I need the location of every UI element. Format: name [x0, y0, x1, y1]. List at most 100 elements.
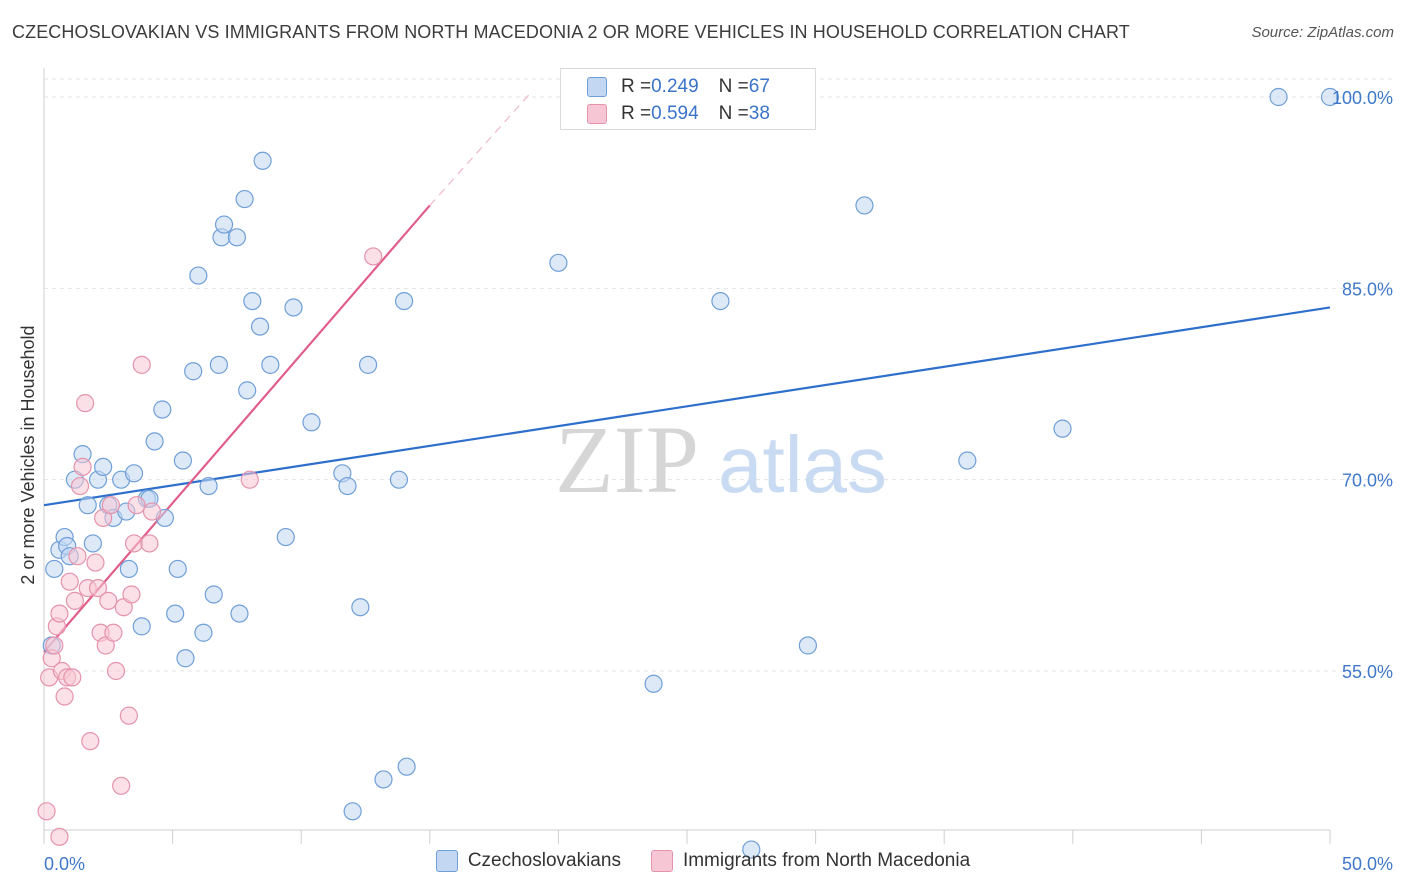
north-macedonia-point [88, 578, 108, 598]
czechoslovakian-point [338, 476, 357, 496]
axes [43, 68, 1331, 844]
czechoslovakian-point [189, 266, 208, 285]
north-macedonia-point [60, 572, 79, 591]
north-macedonia-point [364, 247, 383, 266]
x-tick-label: 50.0% [1342, 854, 1393, 874]
trend-lines [43, 90, 1331, 653]
north-macedonia-point [55, 687, 74, 706]
czechoslovakian-point [284, 298, 303, 317]
legend-n-label: N = [718, 103, 749, 124]
north-macedonia-point [101, 496, 120, 515]
series-legend: Czechoslovakians Immigrants from North M… [0, 850, 1406, 872]
y-tick-label: 55.0% [1342, 662, 1393, 682]
czechoslovakian-point [958, 451, 977, 470]
legend-swatch-pink [587, 104, 607, 124]
north-macedonia-point [45, 636, 64, 655]
czechoslovakian-point [1053, 419, 1072, 438]
czechoslovakian-point [394, 291, 414, 311]
czechoslovakian-point [1269, 87, 1288, 107]
czechoslovakian-point [358, 355, 378, 374]
czechoslovakian-point [230, 604, 249, 623]
czechoslovakian-point [145, 432, 164, 451]
source-label: Source: ZipAtlas.com [1251, 24, 1394, 41]
czechoslovakian-point [351, 598, 370, 617]
czechoslovakian-point [711, 291, 730, 311]
czechoslovakian-point [199, 476, 218, 496]
north-macedonia-point [99, 591, 118, 610]
czechoslovakian-point [124, 464, 144, 483]
czechoslovakian-point [343, 802, 362, 821]
chart-title: CZECHOSLOVAKIAN VS IMMIGRANTS FROM NORTH… [12, 22, 1130, 42]
watermark-atlas: atlas [718, 420, 887, 509]
north-macedonia-point [37, 802, 56, 821]
y-tick-label: 70.0% [1342, 471, 1393, 491]
north-macedonia-point [132, 355, 151, 374]
czechoslovakian-point [78, 496, 97, 515]
czechoslovakian-point [153, 400, 172, 419]
north-macedonia-point [122, 585, 141, 604]
czechoslovakian-point [166, 604, 185, 623]
czechoslovakian-point [209, 355, 228, 374]
north-macedonia-point [86, 553, 105, 572]
czechoslovakian-point [250, 317, 270, 336]
north-macedonia-point [112, 776, 131, 795]
czechoslovakian-point [173, 451, 192, 470]
czechoslovakian-point [176, 649, 195, 668]
north-macedonia-trend-extension [429, 90, 534, 206]
czechoslovakian-point [374, 770, 393, 789]
legend-r-label: R = [621, 76, 652, 97]
czechoslovakian-point [253, 151, 272, 170]
north-macedonia-point [50, 827, 69, 846]
y-tick-label: 85.0% [1342, 279, 1393, 299]
czechoslovakian-point [742, 840, 761, 859]
correlation-legend: R = 0.249 N = 67 R = 0.594 N = 38 [560, 68, 816, 130]
north-macedonia-point [73, 457, 92, 477]
series-name: Czechoslovakians [467, 850, 621, 871]
legend-n-label: N = [718, 76, 749, 97]
north-macedonia-trend-line [43, 204, 431, 653]
series-swatch-blue [435, 850, 458, 872]
gridlines [44, 78, 1395, 672]
czechoslovakian-point [94, 457, 113, 477]
north-macedonia-point [65, 591, 84, 610]
czechoslovakian-point [302, 413, 321, 432]
czechoslovakian-point [549, 253, 568, 272]
czechoslovakian-point [214, 215, 234, 234]
czechoslovakian-point [238, 381, 257, 400]
y-axis-label: 2 or more Vehicles in Household [18, 325, 38, 584]
north-macedonia-point [63, 668, 82, 687]
czechoslovakian-point [194, 623, 213, 642]
series-swatch-pink [650, 850, 673, 872]
czechoslovakian-point [83, 534, 102, 553]
czechoslovakian-point [119, 559, 138, 579]
czechoslovakian-point [389, 470, 409, 489]
watermark: ZIP atlas [555, 406, 887, 513]
north-macedonia-point [127, 496, 146, 515]
czechoslovakian-point [855, 196, 874, 215]
north-macedonia-point [68, 547, 87, 566]
north-macedonia-point [119, 706, 138, 725]
legend-n-value: 67 [748, 76, 770, 97]
czechoslovakian-point [227, 228, 246, 247]
legend-swatch-blue [587, 77, 607, 97]
north-macedonia-point [142, 502, 162, 521]
north-macedonia-point [106, 661, 126, 681]
north-macedonia-point [140, 534, 159, 553]
north-macedonia-point [104, 623, 123, 642]
x-tick-label: 0.0% [44, 854, 85, 874]
legend-row-north-macedonia: R = 0.594 N = 38 [587, 101, 770, 127]
north-macedonia-point [76, 394, 95, 413]
north-macedonia-point [50, 604, 69, 623]
legend-r-label: R = [621, 103, 652, 124]
north-macedonia-point [70, 476, 90, 496]
czechoslovakian-point [798, 636, 817, 655]
series-name: Immigrants from North Macedonia [682, 850, 971, 871]
data-points [37, 87, 1340, 859]
czechoslovakian-point [276, 527, 295, 547]
czechoslovakian-point [132, 617, 151, 636]
czechoslovakian-point [1320, 87, 1340, 107]
series-legend-north-macedonia[interactable]: Immigrants from North Macedonia [650, 850, 971, 872]
series-legend-czechoslovakians[interactable]: Czechoslovakians [435, 850, 621, 872]
czechoslovakian-point [168, 559, 187, 579]
